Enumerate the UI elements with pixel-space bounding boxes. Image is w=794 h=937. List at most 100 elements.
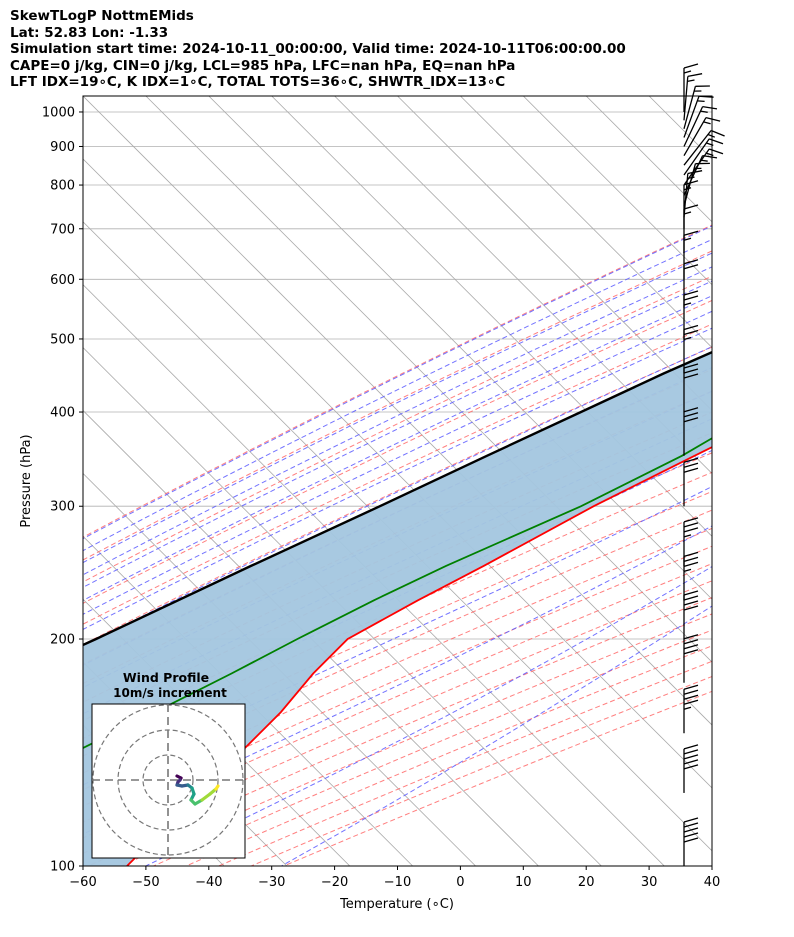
range-ring — [142, 754, 194, 806]
wind-barb-flag — [683, 290, 699, 296]
x-tick-label: 30 — [641, 875, 658, 890]
wind-barb — [683, 457, 699, 507]
wind-barb-staff — [683, 76, 689, 121]
y-tick-label: 600 — [50, 273, 75, 288]
wind-barb — [683, 85, 710, 129]
y-tick-label: 1000 — [42, 105, 75, 120]
wind-barb-half — [706, 152, 714, 157]
x-tick-label: 20 — [578, 875, 595, 890]
wind-barb-staff — [683, 86, 697, 129]
moist-adiabat — [83, 280, 712, 588]
wind-barb-flag — [683, 295, 699, 301]
chart-header: SkewTLogP NottmEMids Lat: 52.83 Lon: -1.… — [10, 8, 626, 91]
wind-barb-flag — [683, 561, 699, 568]
x-axis-label: Temperature (∘C) — [339, 897, 454, 912]
dry-adiabat — [83, 299, 712, 604]
moist-adiabat — [83, 346, 712, 647]
wind-barb-flag — [683, 649, 699, 655]
y-tick-label: 400 — [50, 406, 75, 421]
wind-barb-flag — [687, 73, 703, 78]
x-tick-label: 0 — [456, 875, 464, 890]
isotherm-line — [83, 472, 476, 866]
wind-barb-half — [697, 100, 705, 103]
wind-barb-flag — [683, 754, 699, 760]
moist-adiabat — [83, 485, 712, 786]
wind-barb-flag — [683, 462, 699, 468]
location-line: Lat: 52.83 Lon: -1.33 — [10, 24, 169, 41]
isotherm-line — [83, 535, 413, 866]
wind-barb — [683, 551, 699, 601]
wind-barb-flag — [683, 837, 699, 843]
wind-barb-flag — [683, 764, 699, 770]
y-tick-label: 200 — [50, 633, 75, 648]
hodograph-segment — [214, 784, 220, 791]
wind-barb-flag — [683, 590, 699, 596]
wind-barb — [683, 324, 699, 374]
wind-barb-staff — [683, 138, 710, 176]
dry-adiabat — [83, 509, 712, 791]
wind-barb-flag — [683, 600, 699, 606]
moist-adiabat — [83, 238, 712, 552]
inset-plot — [92, 704, 245, 858]
wind-barb-flag — [683, 551, 699, 558]
parcel-profile-line — [83, 350, 712, 647]
wind-barb-flag — [683, 329, 699, 336]
y-tick-label: 300 — [50, 500, 75, 515]
time-line: Simulation start time: 2024-10-11_00:00:… — [10, 41, 626, 57]
moist-adiabat — [83, 310, 712, 615]
wind-barb-flag — [683, 204, 699, 210]
wind-barb-flag — [683, 63, 699, 69]
wind-barb-half — [683, 237, 692, 241]
wind-barb-flag — [683, 407, 699, 413]
inset-subtitle: 10m/s increment — [113, 686, 227, 700]
isotherm-line — [83, 158, 712, 789]
wind-barb-flag — [698, 95, 714, 98]
wind-barb-half — [706, 142, 714, 147]
wind-barb-flag — [708, 138, 724, 145]
wind-barb-flag — [683, 689, 699, 695]
x-tick-label: 40 — [704, 875, 721, 890]
wind-barb-flag — [708, 148, 724, 155]
y-tick-label: 700 — [50, 222, 75, 237]
wind-barb-flag — [683, 457, 699, 463]
wind-barb-flag — [683, 744, 699, 750]
dry-adiabat — [83, 224, 712, 538]
wind-barb-flag — [702, 154, 718, 159]
wind-barb-half — [700, 110, 708, 113]
wind-barb-flag — [683, 517, 699, 523]
wind-barb-half — [683, 187, 692, 191]
wind-barb-flag — [710, 129, 725, 137]
x-tick-label: 10 — [515, 875, 532, 890]
isotherm-line — [271, 96, 712, 537]
wind-barb-half — [687, 79, 695, 83]
y-tick-label: 500 — [50, 332, 75, 347]
y-tick-label: 900 — [50, 140, 75, 155]
wind-barb-flag — [683, 522, 699, 528]
moist-adiabat — [83, 525, 712, 835]
wind-barbs — [683, 63, 725, 866]
wind-barb-flag — [683, 368, 699, 374]
wind-barb — [683, 95, 714, 138]
wind-barb-half — [683, 211, 692, 215]
wind-barb-flag — [683, 822, 699, 828]
wind-barb-flag — [683, 639, 699, 645]
wind-barb-flag — [687, 170, 703, 175]
wind-barb-flag — [683, 230, 699, 236]
chart-title: SkewTLogP NottmEMids — [10, 8, 194, 24]
wind-barb-flag — [683, 644, 699, 650]
x-tick-label: −40 — [195, 875, 222, 890]
moist-adiabat — [83, 225, 712, 540]
inset-title: Wind Profile — [123, 670, 209, 685]
isotherm-line — [397, 96, 712, 412]
wind-barb-flag — [683, 373, 699, 379]
wind-barb — [683, 129, 725, 166]
dewpoint-profile-line — [83, 437, 712, 750]
wind-barb — [683, 634, 699, 683]
y-tick-label: 100 — [50, 860, 75, 875]
wind-barb — [683, 363, 699, 413]
wind-barb-flag — [683, 595, 699, 601]
wind-barb-flag — [683, 527, 699, 533]
wind-barb-flag — [683, 467, 699, 473]
wind-barb-flag — [683, 634, 699, 640]
